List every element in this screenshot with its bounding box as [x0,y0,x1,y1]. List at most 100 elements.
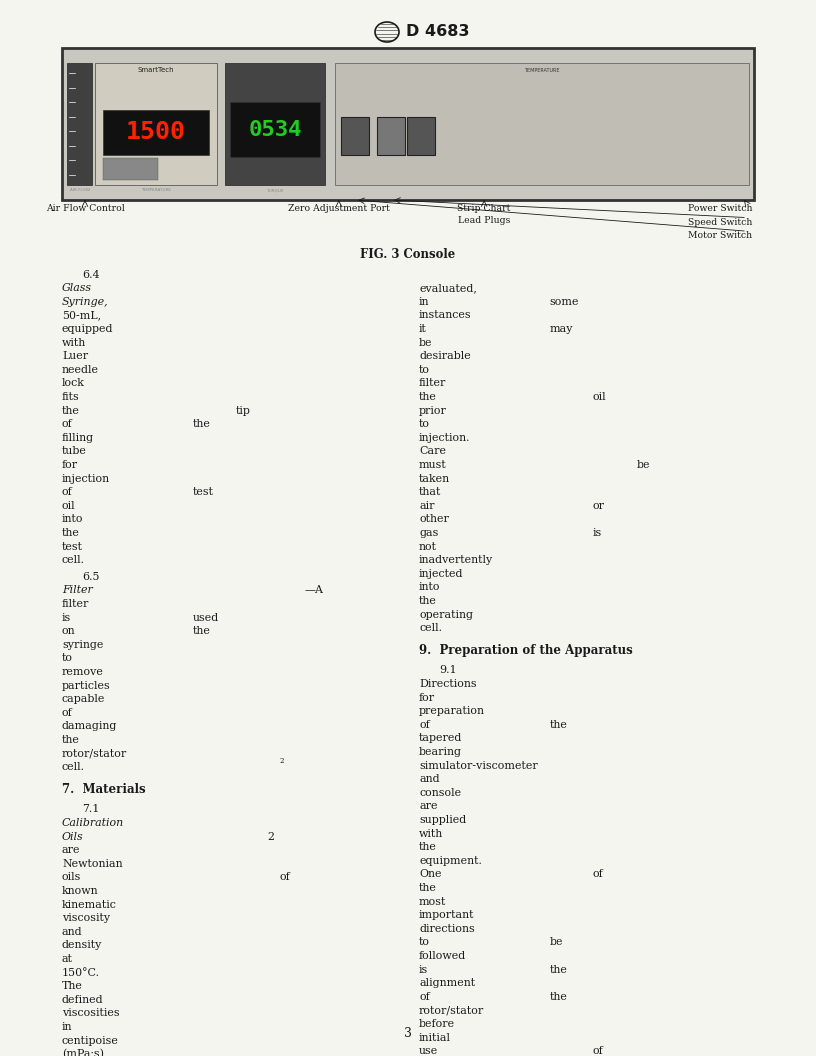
Text: test: test [193,487,213,497]
Text: the: the [62,735,80,744]
Bar [407,117,435,155]
Bar [103,110,209,155]
Text: taken: taken [419,473,450,484]
Bar [230,102,320,157]
Text: air: air [419,501,434,511]
Text: the: the [549,964,567,975]
Text: is: is [592,528,602,538]
Text: of: of [279,872,290,883]
Text: TEMPERATURE: TEMPERATURE [524,68,560,73]
Text: be: be [636,460,650,470]
Text: be: be [419,338,432,347]
Text: injection.: injection. [419,433,471,442]
Text: rotor/stator: rotor/stator [62,749,127,758]
Text: lock: lock [62,378,85,389]
Text: tube: tube [62,447,86,456]
Text: of: of [419,992,430,1002]
Text: 7.  Materials: 7. Materials [62,782,145,796]
Text: The: The [62,981,83,992]
Text: Zero Adjustment Port: Zero Adjustment Port [288,204,390,213]
Text: the: the [549,720,567,730]
Text: inadvertently: inadvertently [419,555,493,565]
Text: filling: filling [62,433,94,442]
Text: on: on [62,626,76,636]
Text: are: are [62,845,81,855]
Text: Speed Switch: Speed Switch [688,218,752,227]
Text: TEMPERATURE: TEMPERATURE [141,188,171,192]
Text: viscosity: viscosity [62,913,110,923]
Text: 2: 2 [279,757,284,766]
Text: before: before [419,1019,455,1029]
Text: injection: injection [62,473,110,484]
Text: Care: Care [419,447,446,456]
Text: simulator-viscometer: simulator-viscometer [419,760,538,771]
Text: it: it [419,324,427,334]
Text: 150°C.: 150°C. [62,967,100,978]
Text: 0534: 0534 [248,120,302,140]
Text: density: density [62,941,102,950]
Text: 2: 2 [267,832,274,842]
Text: capable: capable [62,694,105,704]
Text: at: at [62,954,73,964]
Text: equipped: equipped [62,324,113,334]
Text: other: other [419,514,449,525]
Text: the: the [62,528,80,538]
Text: filter: filter [419,378,446,389]
Text: Luer: Luer [62,351,88,361]
Text: be: be [549,938,563,947]
Text: the: the [193,419,211,429]
Text: Strip Chart: Strip Chart [458,204,511,213]
Text: 9.  Preparation of the Apparatus: 9. Preparation of the Apparatus [419,644,632,657]
Text: directions: directions [419,924,475,934]
Text: 6.4: 6.4 [82,269,100,280]
Text: Air Flow Control: Air Flow Control [46,204,124,213]
Text: particles: particles [62,680,111,691]
Text: prior: prior [419,406,447,415]
Text: with: with [419,829,443,838]
Text: the: the [419,883,437,893]
Bar [95,63,217,185]
Bar [335,63,749,185]
Text: kinematic: kinematic [62,900,117,909]
Text: of: of [592,1046,604,1056]
Text: is: is [419,964,428,975]
Text: oil: oil [62,501,76,511]
Text: Power Switch: Power Switch [688,204,752,213]
Text: test: test [62,542,83,551]
Text: cell.: cell. [62,555,85,565]
Text: the: the [62,406,80,415]
Text: with: with [62,338,86,347]
Text: needle: needle [62,364,99,375]
Text: of: of [592,869,604,880]
Text: Calibration: Calibration [62,818,124,828]
Text: of: of [62,419,73,429]
Text: Glass: Glass [62,283,92,294]
Text: to: to [419,364,430,375]
Text: oils: oils [62,872,82,883]
Text: to: to [62,654,73,663]
Text: preparation: preparation [419,706,485,716]
Text: followed: followed [419,951,466,961]
Text: (mPa·s): (mPa·s) [62,1050,104,1056]
Text: defined: defined [62,995,104,1005]
Text: FIG. 3 Console: FIG. 3 Console [361,247,455,261]
Text: centipoise: centipoise [62,1036,119,1045]
Text: operating: operating [419,609,473,620]
Text: gas: gas [419,528,438,538]
Text: 6.5: 6.5 [82,571,100,582]
Text: for: for [419,693,435,702]
Text: Oils: Oils [62,832,83,842]
Bar [62,48,754,200]
Text: must: must [419,460,446,470]
Text: injected: injected [419,569,463,579]
Text: tapered: tapered [419,734,463,743]
Text: into: into [62,514,83,525]
Text: important: important [419,910,474,920]
Text: TORQUE: TORQUE [266,188,284,192]
Text: the: the [193,626,211,636]
Text: Motor Switch: Motor Switch [688,231,752,240]
Text: the: the [419,392,437,402]
Text: equipment.: equipment. [419,855,482,866]
Text: cell.: cell. [62,762,85,772]
Text: the: the [549,992,567,1002]
